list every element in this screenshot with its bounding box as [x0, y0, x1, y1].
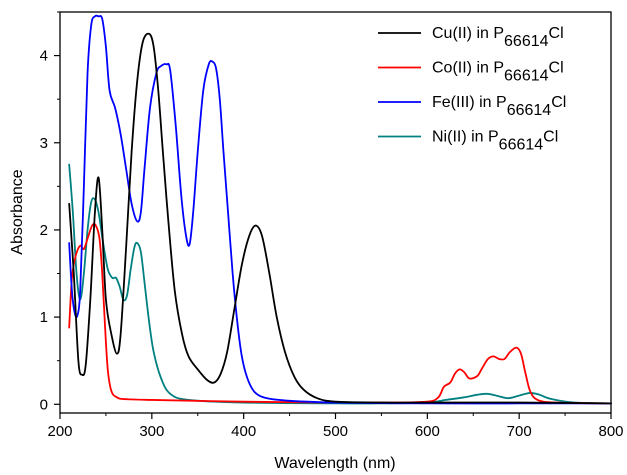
series-line-1: [68, 223, 612, 405]
y-tick-label: 4: [40, 48, 48, 65]
legend: Cu(II) in P66614Cl Co(II) in P66614Cl Fe(I…: [378, 25, 566, 154]
y-tick-label: 1: [40, 309, 48, 326]
y-tick-label: 3: [40, 135, 48, 152]
x-tick-label: 800: [598, 423, 623, 440]
series-line-0: [68, 32, 612, 405]
x-tick-label: 300: [139, 423, 164, 440]
y-axis-label: Absorbance: [9, 169, 26, 254]
y-tick-label: 2: [40, 222, 48, 239]
x-axis: 200 300 400 500 600 700 800: [47, 413, 624, 440]
x-tick-label: 700: [507, 423, 532, 440]
x-tick-label: 600: [415, 423, 440, 440]
series-line-3: [68, 163, 612, 405]
series-line-2: [68, 14, 612, 405]
legend-label: Co(II) in P66614Cl: [432, 60, 564, 85]
legend-label: Fe(III) in P66614Cl: [432, 94, 566, 119]
x-tick-label: 400: [231, 423, 256, 440]
y-tick-label: 0: [40, 396, 48, 413]
legend-label: Cu(II) in P66614Cl: [432, 25, 564, 50]
legend-label: Ni(II) in P66614Cl: [432, 129, 558, 154]
series-layer: [68, 14, 612, 405]
x-tick-label: 500: [323, 423, 348, 440]
y-axis: 0 1 2 3 4: [40, 11, 60, 413]
x-tick-label: 200: [47, 423, 72, 440]
x-axis-label: Wavelength (nm): [274, 455, 395, 472]
